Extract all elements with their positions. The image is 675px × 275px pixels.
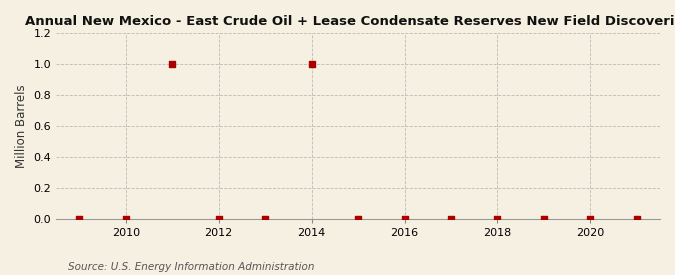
Point bbox=[213, 217, 224, 221]
Point bbox=[306, 62, 317, 67]
Point bbox=[260, 217, 271, 221]
Point bbox=[167, 62, 178, 67]
Point bbox=[631, 217, 642, 221]
Point bbox=[399, 217, 410, 221]
Point bbox=[120, 217, 131, 221]
Title: Annual New Mexico - East Crude Oil + Lease Condensate Reserves New Field Discove: Annual New Mexico - East Crude Oil + Lea… bbox=[25, 15, 675, 28]
Point bbox=[585, 217, 596, 221]
Y-axis label: Million Barrels: Million Barrels bbox=[15, 84, 28, 168]
Point bbox=[352, 217, 363, 221]
Point bbox=[446, 217, 456, 221]
Point bbox=[74, 217, 85, 221]
Point bbox=[539, 217, 549, 221]
Point bbox=[492, 217, 503, 221]
Text: Source: U.S. Energy Information Administration: Source: U.S. Energy Information Administ… bbox=[68, 262, 314, 272]
